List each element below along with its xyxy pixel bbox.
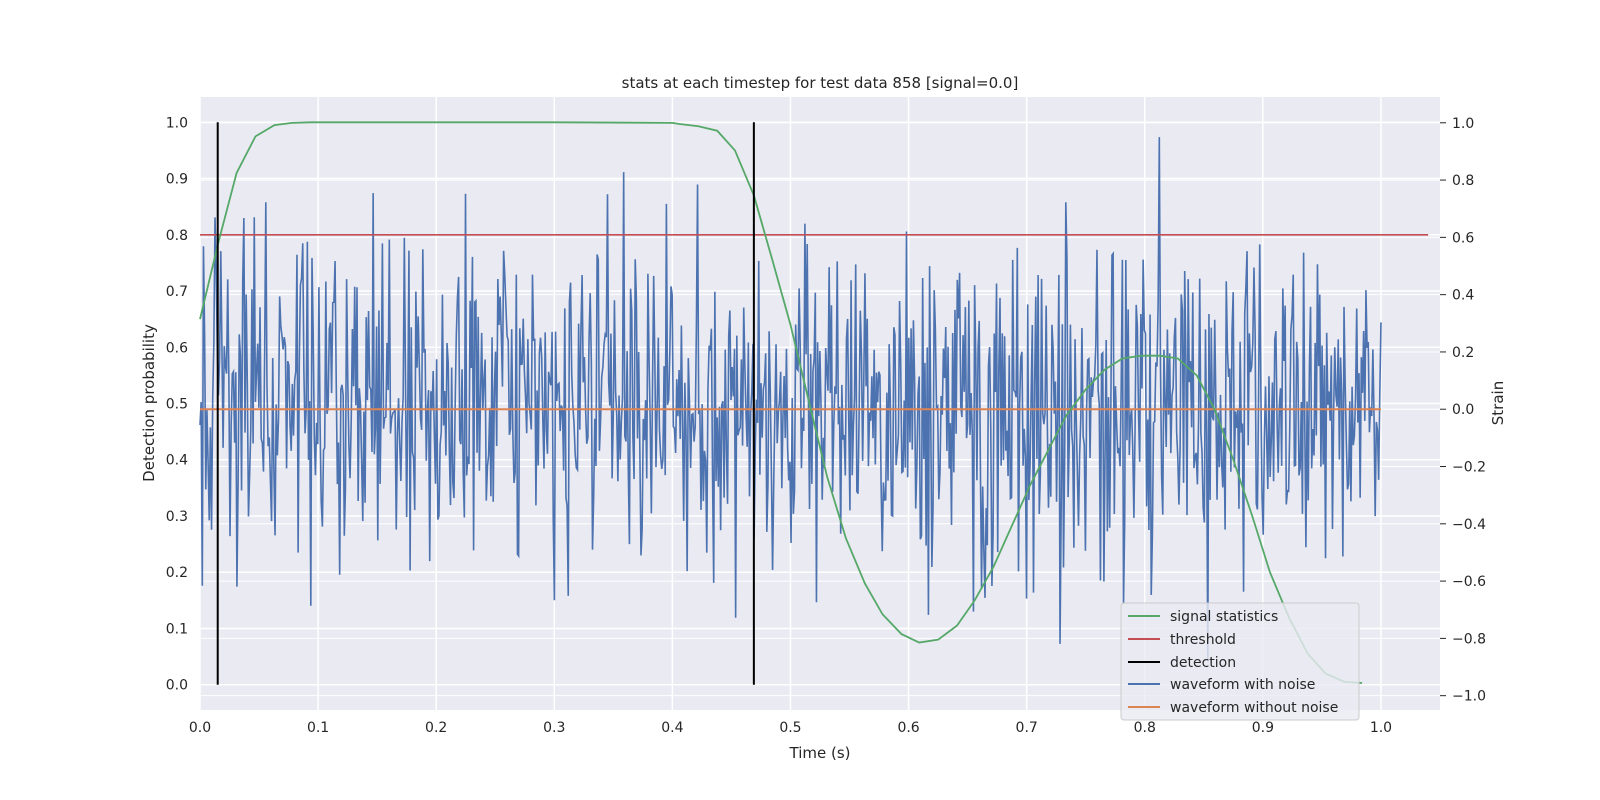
y-tick-label: 0.8 (166, 228, 188, 244)
legend-label-waveform-without-noise: waveform without noise (1170, 700, 1338, 716)
x-tick-label: 1.0 (1370, 720, 1392, 736)
y-axis-ticks: 0.0 0.1 0.2 0.3 0.4 0.5 0.6 0.7 0.8 0.9 1.0 (166, 115, 188, 693)
legend-box (1120, 602, 1360, 721)
y-right-tick-label: −0.8 (1452, 631, 1486, 647)
y-tick-label: 0.0 (166, 678, 188, 694)
series-layer (199, 121, 1429, 685)
legend: signal statistics threshold detection wa… (1120, 602, 1360, 721)
y-tick-label: 0.5 (166, 397, 188, 413)
legend-label-signal-statistics: signal statistics (1170, 609, 1278, 625)
y-axis-right-label: Strain (1489, 381, 1507, 425)
x-axis-label: Time (s) (789, 744, 851, 762)
y-tick-label: 0.3 (166, 509, 188, 525)
chart-title: stats at each timestep for test data 858… (622, 74, 1019, 92)
x-tick-label: 0.8 (1134, 720, 1156, 736)
x-tick-label: 0.7 (1016, 720, 1038, 736)
x-tick-label: 0.4 (661, 720, 683, 736)
legend-label-threshold: threshold (1170, 632, 1236, 648)
y-tick-label: 0.4 (166, 453, 188, 469)
y-right-tick-label: 0.2 (1452, 345, 1474, 361)
y-tick-label: 0.1 (166, 621, 188, 637)
y-right-tick-label: 0.8 (1452, 173, 1474, 189)
y-right-tick-label: −0.4 (1452, 517, 1486, 533)
y-tick-label: 0.7 (166, 284, 188, 300)
y-tick-label: 0.9 (166, 172, 188, 188)
x-tick-label: 0.5 (779, 720, 801, 736)
y-right-tick-label: −0.2 (1452, 460, 1486, 476)
x-tick-label: 0.1 (307, 720, 329, 736)
x-tick-label: 0.6 (897, 720, 919, 736)
y-right-tick-label: −0.6 (1452, 574, 1486, 590)
y-axis-right-ticks: −1.0 −0.8 −0.6 −0.4 −0.2 0.0 0.2 0.4 0.6 0.8 1.0 (1440, 116, 1486, 705)
y-right-tick-label: 0.6 (1452, 230, 1474, 246)
y-tick-label: 0.2 (166, 565, 188, 581)
y-tick-label: 1.0 (166, 115, 188, 131)
x-tick-label: 0.0 (189, 720, 211, 736)
series-signal-statistics (199, 121, 1363, 684)
series-waveform-with-noise (199, 137, 1382, 662)
y-right-tick-label: 0.4 (1452, 288, 1474, 304)
x-tick-label: 0.3 (543, 720, 565, 736)
y-axis-label: Detection probability (140, 324, 158, 482)
y-right-tick-label: 0.0 (1452, 402, 1474, 418)
y-tick-label: 0.6 (166, 340, 188, 356)
legend-label-waveform-with-noise: waveform with noise (1170, 677, 1315, 693)
x-tick-label: 0.9 (1252, 720, 1274, 736)
x-tick-label: 0.2 (425, 720, 447, 736)
y-right-tick-label: −1.0 (1452, 689, 1486, 705)
x-axis-ticks: 0.0 0.1 0.2 0.3 0.4 0.5 0.6 0.7 0.8 0.9 1.0 (189, 720, 1392, 736)
y-right-tick-label: 1.0 (1452, 116, 1474, 132)
legend-label-detection: detection (1170, 655, 1236, 671)
